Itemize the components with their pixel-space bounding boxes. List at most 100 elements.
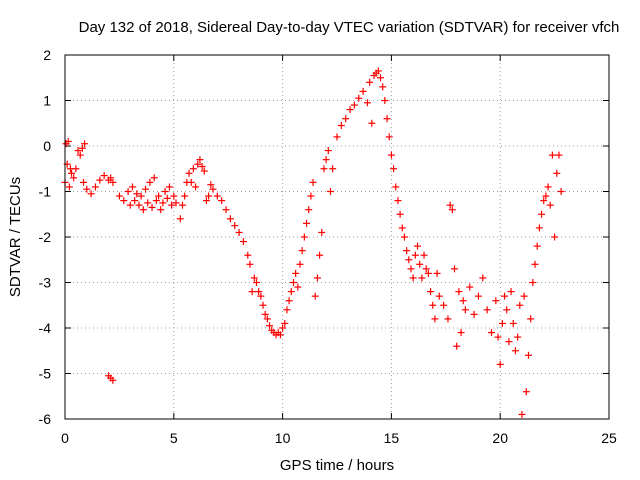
data-point	[507, 288, 515, 296]
data-point	[527, 315, 535, 323]
data-point	[522, 388, 530, 396]
data-point	[170, 192, 178, 200]
data-point	[279, 324, 287, 332]
data-point	[194, 160, 202, 168]
data-point	[546, 201, 554, 209]
x-tick-label: 0	[61, 430, 69, 446]
data-point	[137, 192, 145, 200]
data-point	[255, 288, 263, 296]
y-axis-title: SDTVAR / TECUs	[7, 177, 24, 297]
y-tick-label: 1	[43, 93, 51, 109]
data-point	[68, 169, 76, 177]
data-point	[283, 306, 291, 314]
data-point	[209, 185, 217, 193]
data-point	[157, 206, 165, 214]
data-point	[398, 224, 406, 232]
data-point	[516, 301, 524, 309]
data-point	[416, 260, 424, 268]
data-point	[459, 297, 467, 305]
data-point	[548, 151, 556, 159]
data-points	[61, 67, 565, 418]
x-tick-label: 15	[384, 430, 400, 446]
data-point	[231, 222, 239, 230]
data-point	[324, 147, 332, 155]
data-point	[128, 183, 136, 191]
data-point	[305, 206, 313, 214]
data-point	[307, 192, 315, 200]
data-point	[494, 333, 502, 341]
data-point	[107, 174, 115, 182]
y-tick-label: -4	[39, 320, 52, 336]
data-point	[422, 265, 430, 273]
y-tick-label: -2	[39, 229, 52, 245]
data-point	[551, 233, 559, 241]
data-point	[100, 172, 108, 180]
data-point	[553, 169, 561, 177]
data-point	[144, 199, 152, 207]
data-point	[213, 192, 221, 200]
data-point	[333, 133, 341, 141]
data-point	[535, 224, 543, 232]
y-tick-label: 0	[43, 138, 51, 154]
data-point	[446, 201, 454, 209]
data-point	[133, 190, 141, 198]
data-point	[266, 322, 274, 330]
data-point	[479, 274, 487, 282]
data-point	[394, 197, 402, 205]
data-point	[381, 97, 389, 104]
data-point	[81, 140, 89, 148]
data-point	[83, 185, 91, 193]
data-point	[65, 183, 73, 191]
data-point	[457, 329, 465, 337]
chart-title: Day 132 of 2018, Sidereal Day-to-day VTE…	[79, 19, 620, 36]
data-point	[78, 144, 86, 152]
data-point	[511, 347, 519, 355]
data-point	[155, 192, 163, 200]
data-point	[289, 279, 297, 286]
data-point	[487, 329, 495, 337]
data-point	[296, 260, 304, 268]
data-point	[418, 274, 426, 282]
data-point	[400, 233, 408, 241]
data-point	[322, 156, 330, 164]
data-point	[244, 251, 252, 259]
data-point	[139, 206, 147, 214]
data-point	[409, 274, 417, 282]
data-point	[285, 297, 293, 305]
data-point	[466, 283, 474, 291]
data-point	[192, 183, 200, 191]
data-point	[455, 288, 463, 296]
y-tick-label: -1	[39, 184, 52, 200]
y-tick-labels: 2 1 0 -1 -2 -3 -4 -5 -6	[39, 47, 52, 427]
y-tick-label: -6	[39, 411, 52, 427]
data-point	[165, 183, 173, 191]
data-point	[444, 315, 452, 323]
data-point	[172, 199, 180, 207]
data-point	[126, 201, 134, 209]
data-point	[435, 292, 443, 300]
data-point	[70, 174, 78, 182]
data-point	[96, 176, 104, 184]
data-point	[176, 215, 184, 223]
data-point	[298, 247, 306, 255]
data-point	[433, 269, 441, 277]
data-point	[294, 283, 302, 291]
data-point	[185, 169, 193, 177]
data-point	[533, 242, 541, 250]
data-point	[292, 269, 300, 277]
data-point	[150, 174, 158, 182]
x-tick-label: 5	[170, 430, 178, 446]
data-point	[529, 279, 537, 286]
data-point	[387, 151, 395, 159]
data-point	[263, 315, 271, 323]
data-point	[355, 94, 363, 102]
data-point	[407, 265, 415, 273]
data-point	[509, 319, 517, 327]
data-point	[492, 297, 500, 305]
data-point	[453, 342, 461, 350]
data-point	[337, 122, 345, 130]
data-point	[239, 238, 247, 246]
data-point	[235, 228, 243, 236]
data-point	[540, 197, 548, 205]
